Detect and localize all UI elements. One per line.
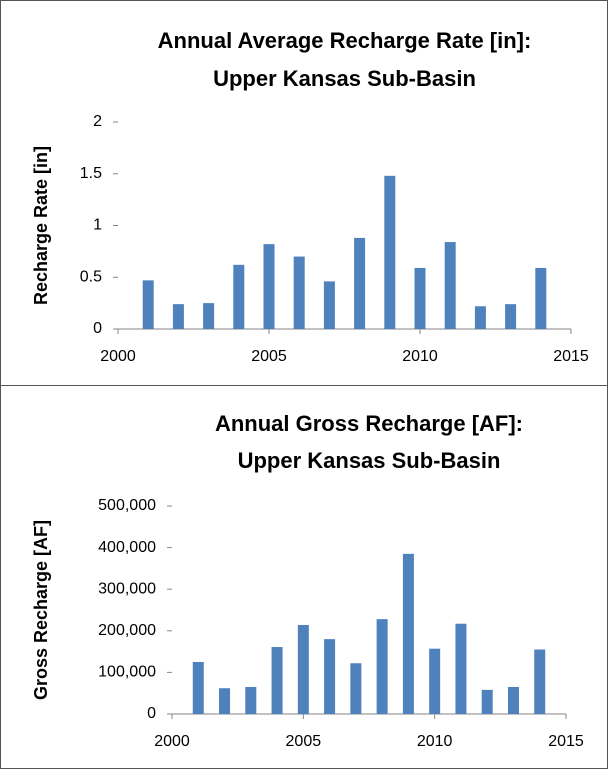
- x-tick-label: 2000: [154, 733, 190, 750]
- y-tick-label: 400,000: [98, 539, 156, 556]
- bar: [203, 303, 215, 329]
- bar: [402, 553, 414, 714]
- bar: [271, 647, 283, 714]
- bar: [507, 686, 519, 714]
- x-tick-label: 2010: [402, 348, 438, 365]
- x-tick-label: 2000: [100, 348, 136, 365]
- bar: [142, 280, 154, 329]
- y-tick-label: 2: [93, 113, 102, 130]
- chart-title: Annual Gross Recharge [AF]:: [215, 411, 523, 436]
- chart-title: Upper Kansas Sub-Basin: [213, 66, 476, 91]
- chart-title: Annual Average Recharge Rate [in]:: [158, 28, 532, 53]
- bar: [323, 281, 335, 329]
- bar: [219, 688, 231, 714]
- bar: [384, 175, 396, 329]
- y-tick-label: 300,000: [98, 580, 156, 597]
- y-tick-label: 500,000: [98, 497, 156, 514]
- x-tick-label: 2010: [417, 733, 453, 750]
- y-tick-label: 0.5: [80, 268, 102, 285]
- y-tick-label: 0: [93, 320, 102, 337]
- y-tick-label: 200,000: [98, 622, 156, 639]
- y-axis-label: Gross Recharge [AF]: [31, 520, 51, 700]
- bar: [444, 242, 456, 329]
- bar: [245, 686, 257, 714]
- bar: [414, 267, 426, 329]
- bar: [324, 639, 336, 714]
- y-axis-label: Recharge Rate [in]: [31, 146, 51, 305]
- bar: [263, 244, 275, 329]
- chart-title: Upper Kansas Sub-Basin: [238, 448, 501, 473]
- bar: [297, 624, 309, 714]
- bar: [354, 237, 366, 329]
- y-tick-label: 1.5: [80, 165, 102, 182]
- x-tick-label: 2015: [548, 733, 584, 750]
- bar: [429, 648, 441, 714]
- bar: [535, 267, 547, 329]
- x-tick-label: 2005: [286, 733, 322, 750]
- bar: [350, 663, 362, 714]
- bar: [505, 304, 517, 329]
- bar: [192, 662, 204, 714]
- x-tick-label: 2005: [251, 348, 287, 365]
- bar: [233, 264, 245, 329]
- y-tick-label: 100,000: [98, 664, 156, 681]
- bar: [534, 649, 546, 714]
- y-tick-label: 1: [93, 217, 102, 234]
- y-tick-label: 0: [147, 705, 156, 722]
- bar: [474, 306, 486, 329]
- bar: [455, 623, 467, 714]
- bar: [481, 689, 493, 714]
- x-tick-label: 2015: [553, 348, 589, 365]
- bar: [172, 304, 184, 329]
- bar: [376, 619, 388, 714]
- bar: [293, 256, 305, 329]
